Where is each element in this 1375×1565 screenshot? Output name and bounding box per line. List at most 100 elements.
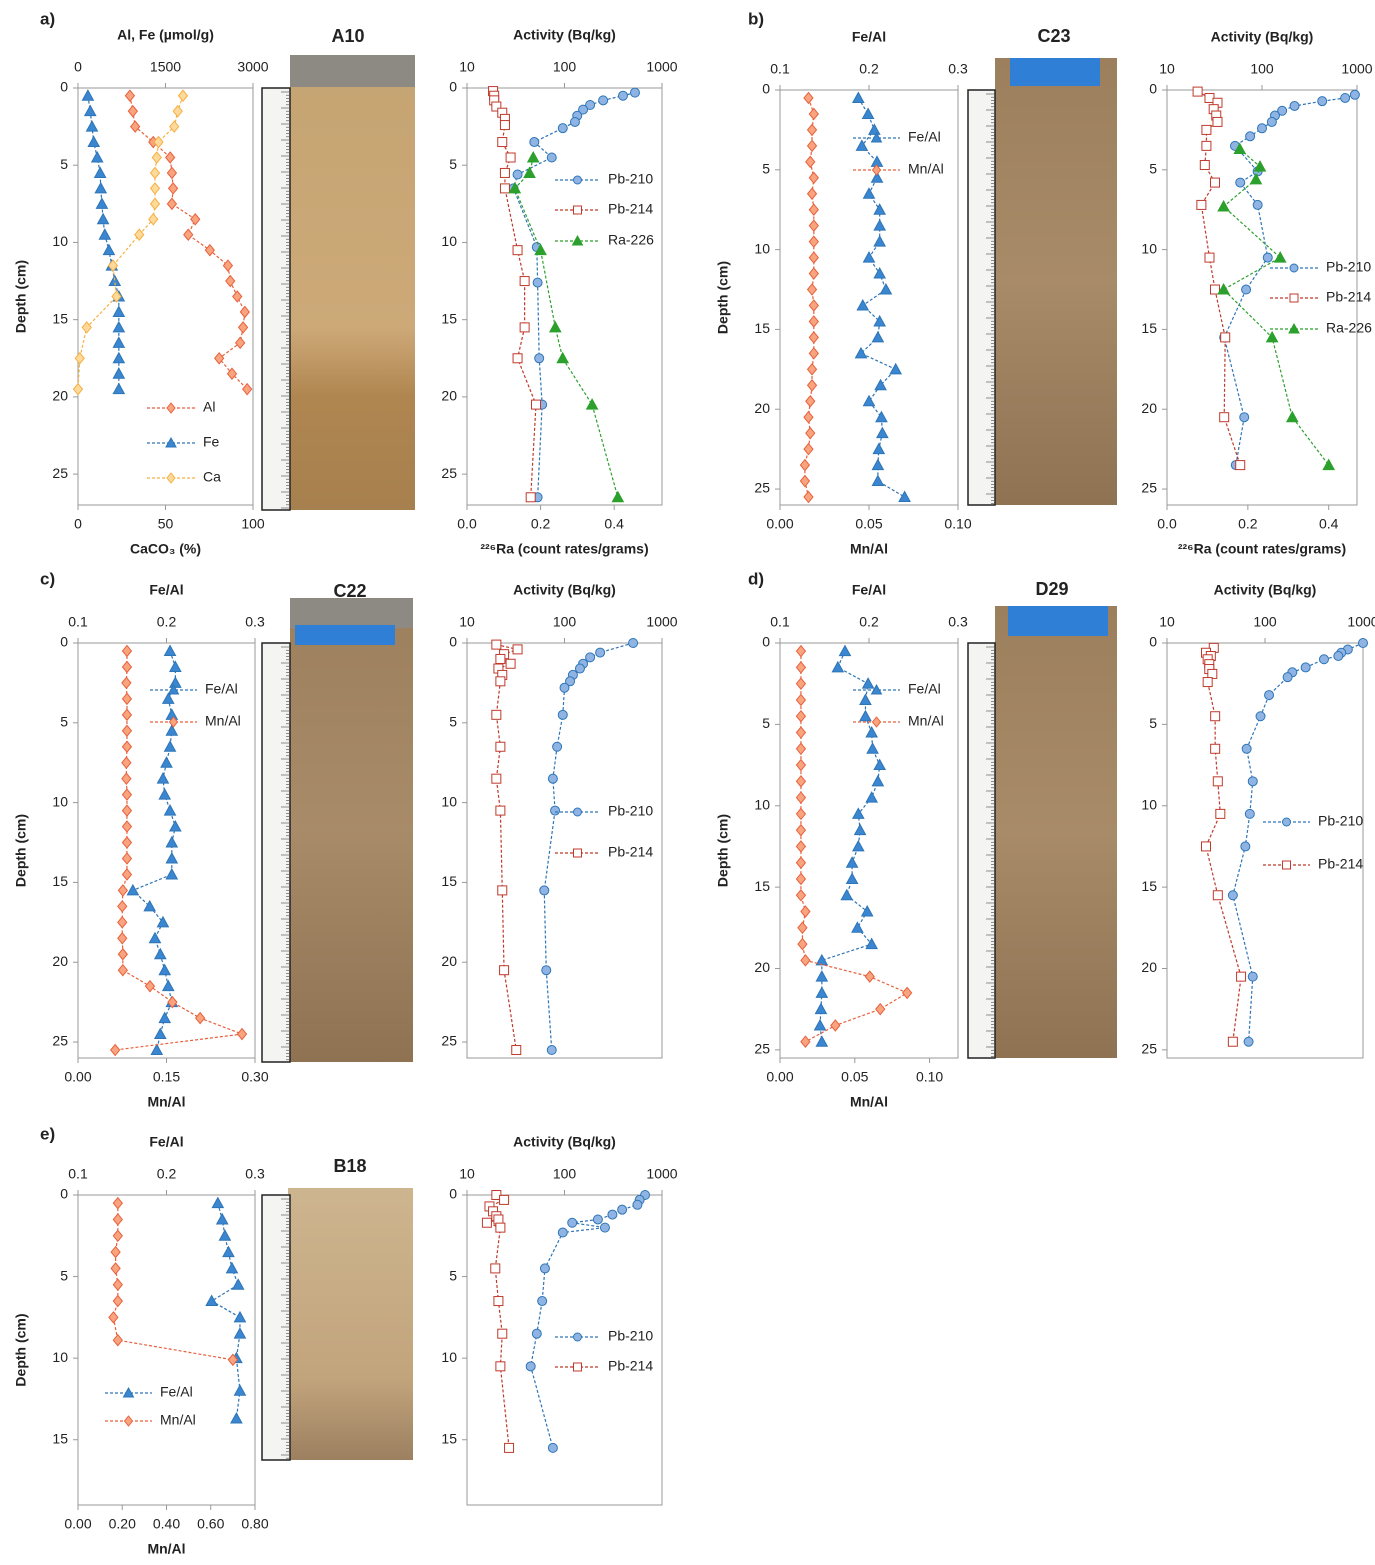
data-point <box>795 742 807 756</box>
data-point <box>875 1002 886 1016</box>
y-tick-label: 0 <box>60 1186 68 1202</box>
core-tape <box>295 625 395 645</box>
data-point <box>1252 199 1263 210</box>
x-tick-label: 3000 <box>237 59 268 75</box>
core-title: B18 <box>333 1156 366 1176</box>
data-point <box>585 398 599 410</box>
data-point <box>1253 160 1267 172</box>
data-point <box>233 1384 247 1396</box>
data-point <box>1243 1036 1254 1047</box>
x-tick-label: 0.3 <box>948 61 968 77</box>
series-line <box>129 95 248 390</box>
legend-label: Pb-210 <box>1326 259 1371 275</box>
x-tick-label: 1000 <box>646 1166 677 1182</box>
data-point <box>121 724 133 738</box>
data-point <box>495 741 506 752</box>
x-axis-title: Mn/Al <box>850 541 888 557</box>
y-tick-label: 5 <box>449 1267 457 1283</box>
legend-marker <box>167 683 180 695</box>
data-point <box>225 274 236 288</box>
data-point <box>512 245 523 256</box>
data-point <box>230 1411 243 1424</box>
data-point <box>504 1442 515 1453</box>
data-point <box>898 490 911 503</box>
data-point <box>239 305 250 319</box>
data-point <box>143 899 157 912</box>
y-tick-label: 15 <box>441 1430 457 1446</box>
y-tick-label: 20 <box>52 953 68 969</box>
x-tick-label: 0.30 <box>241 1069 268 1085</box>
y-tick-label: 10 <box>441 233 457 249</box>
plot-frame <box>466 87 663 506</box>
data-point <box>172 104 183 118</box>
data-point <box>160 756 173 768</box>
x-tick-label: 0.05 <box>841 1069 868 1085</box>
data-point <box>148 212 159 226</box>
plot-frame <box>77 1194 256 1506</box>
data-point <box>493 1214 504 1225</box>
y-tick-label: 15 <box>1141 320 1157 336</box>
core-title: C22 <box>333 581 366 601</box>
data-point <box>813 1018 827 1031</box>
y-tick-label: 0 <box>60 634 68 650</box>
data-point <box>134 228 145 242</box>
data-point <box>851 921 864 933</box>
data-point <box>815 953 829 966</box>
data-point <box>497 1328 508 1339</box>
data-point <box>815 970 829 982</box>
data-point <box>169 660 182 672</box>
data-point <box>795 791 807 804</box>
y-tick-label: 0 <box>449 1186 457 1202</box>
legend-marker <box>573 848 582 858</box>
data-point <box>163 740 177 752</box>
data-point <box>499 167 510 178</box>
x-tick-label: 100 <box>1253 614 1277 630</box>
data-point <box>72 382 84 396</box>
data-point <box>1264 690 1275 701</box>
data-point <box>1212 116 1223 127</box>
data-point <box>795 888 807 902</box>
data-point <box>1317 96 1328 107</box>
data-point <box>165 724 179 736</box>
data-point <box>795 644 807 658</box>
x-axis-title: Mn/Al <box>147 1094 185 1110</box>
legend-label: Pb-214 <box>608 1358 653 1374</box>
y-tick-label: 0 <box>762 81 770 97</box>
data-point <box>519 322 530 333</box>
legend-marker <box>1289 263 1299 273</box>
data-point <box>1217 282 1230 295</box>
data-point <box>112 336 126 348</box>
data-point <box>508 181 522 194</box>
data-point <box>617 90 628 101</box>
data-point <box>1215 808 1226 819</box>
core-photo <box>290 55 415 510</box>
data-point <box>127 104 138 118</box>
data-point <box>211 1196 225 1209</box>
data-point <box>806 283 818 296</box>
ruler <box>261 87 291 511</box>
x-tick-label: 100 <box>553 614 577 630</box>
data-point <box>74 351 85 365</box>
data-point <box>512 169 523 180</box>
data-point <box>222 259 234 272</box>
data-point <box>525 492 536 503</box>
legend-label: Fe/Al <box>908 681 941 697</box>
data-point <box>808 299 819 312</box>
y-tick-label: 0 <box>1149 634 1157 650</box>
data-point <box>795 872 807 886</box>
x-tick-label: 1500 <box>150 59 181 75</box>
data-point <box>121 660 133 674</box>
core-tape <box>1010 58 1100 86</box>
data-point <box>117 900 128 913</box>
x-tick-label: 0.60 <box>197 1516 224 1532</box>
x-tick-label: 0.3 <box>245 614 265 630</box>
core-photo-cap <box>290 55 415 87</box>
data-point <box>158 963 172 976</box>
data-point <box>805 394 816 408</box>
data-point <box>110 1245 121 1259</box>
data-point <box>1273 251 1287 263</box>
data-point <box>112 351 126 364</box>
data-point <box>121 644 133 658</box>
data-point <box>803 91 814 105</box>
data-point <box>110 1262 121 1275</box>
